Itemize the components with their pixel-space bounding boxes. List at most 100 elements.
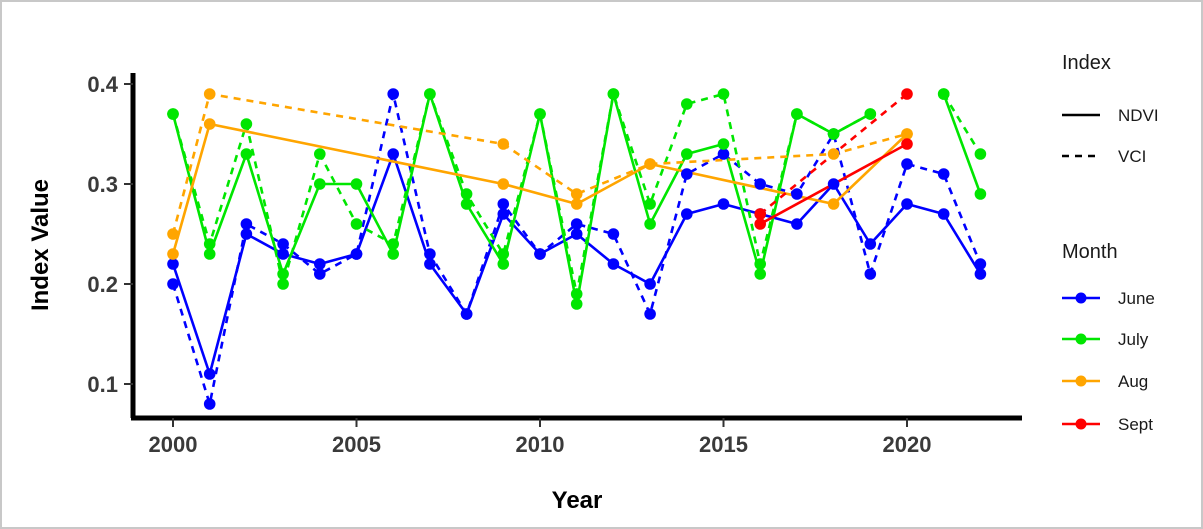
x-tick-label-2020: 2020 [883,432,932,457]
data-point-vci-june-2017 [791,188,803,200]
data-point-vci-july-2015 [717,88,730,100]
data-point-vci-july-2012 [607,88,620,100]
data-point-ndvi-june-2020 [901,198,913,210]
legend-sept-marker [1075,418,1087,430]
data-point-vci-june-2000 [167,278,179,290]
legend-index: Index NDVI VCI [1062,52,1159,166]
data-point-ndvi-aug-2011 [570,198,583,210]
data-point-vci-june-2022 [974,258,987,270]
data-point-ndvi-july-2022 [974,188,987,200]
data-point-ndvi-july-2014 [681,148,693,160]
x-axis-ticks: 2000 2005 2010 2015 2020 [149,418,932,457]
data-point-ndvi-june-2015 [717,198,730,210]
legend-vci-label: VCI [1118,147,1146,166]
data-point-vci-june-2001 [203,398,216,410]
y-tick-label-0.2: 0.2 [87,272,118,297]
data-point-vci-sept-2016 [754,208,766,220]
data-point-ndvi-aug-2001 [203,118,216,130]
data-point-vci-june-2005 [350,248,363,260]
data-point-vci-july-2007 [424,88,436,100]
data-point-vci-june-2012 [607,228,620,240]
data-point-ndvi-june-2014 [681,208,693,220]
data-point-vci-aug-2000 [167,228,179,240]
y-tick-label-0.3: 0.3 [87,172,118,197]
data-point-vci-aug-2020 [901,128,913,140]
x-tick-label-2015: 2015 [699,432,748,457]
data-point-ndvi-june-2022 [974,268,987,280]
data-point-vci-july-2016 [754,258,766,270]
data-point-vci-aug-2009 [497,138,510,150]
data-point-vci-june-2002 [240,218,253,230]
data-point-vci-july-2013 [644,198,656,210]
data-point-vci-july-2009 [497,248,510,260]
x-tick-label-2010: 2010 [516,432,565,457]
data-point-ndvi-july-2008 [460,198,473,210]
series-line-vci-june [171,92,982,406]
series-line-ndvi-july-1 [942,93,982,195]
data-point-ndvi-june-2018 [827,178,840,190]
x-axis-title: Year [552,487,603,514]
data-point-vci-july-2021 [937,88,950,100]
data-point-ndvi-june-2003 [277,248,289,260]
data-point-ndvi-july-2005 [350,178,363,190]
legend-index-title: Index [1062,52,1111,74]
data-point-vci-june-2013 [644,308,656,320]
data-point-ndvi-june-2012 [607,258,620,270]
data-point-vci-july-2011 [570,288,583,300]
legend-ndvi-label: NDVI [1118,106,1159,125]
data-point-ndvi-june-2004 [314,258,326,270]
x-tick-label-2005: 2005 [332,432,381,457]
legend-july-marker [1075,333,1087,345]
data-point-vci-june-2021 [937,168,950,180]
data-point-ndvi-july-2013 [644,218,656,230]
data-point-ndvi-july-2009 [497,258,510,270]
data-point-ndvi-june-2013 [644,278,656,290]
legend-june-label: June [1118,289,1155,308]
data-point-ndvi-june-2002 [240,228,253,240]
data-point-vci-july-2001 [203,238,216,250]
legend-month: Month June July Aug Sept [1062,241,1155,434]
data-point-vci-june-2011 [570,218,583,230]
data-point-ndvi-sept-2016 [754,218,766,230]
data-point-vci-july-2002 [240,118,253,130]
data-point-ndvi-june-2019 [864,238,877,250]
data-point-vci-july-2000 [167,108,179,120]
data-point-vci-june-2014 [681,168,693,180]
x-tick-label-2000: 2000 [149,432,198,457]
data-point-ndvi-aug-2018 [827,198,840,210]
data-point-vci-june-2007 [424,248,436,260]
data-point-ndvi-aug-2000 [167,248,179,260]
data-point-vci-july-2006 [387,238,400,250]
data-point-ndvi-july-2015 [717,138,730,150]
data-point-ndvi-sept-2020 [901,138,913,150]
series-line-vci-july-0 [171,92,871,296]
data-point-ndvi-june-2006 [387,148,400,160]
data-point-vci-june-2009 [497,198,510,210]
plot-area [167,88,987,410]
y-tick-label-0.4: 0.4 [87,72,118,97]
data-point-ndvi-june-2000 [167,258,179,270]
data-point-vci-july-2008 [460,188,473,200]
data-point-vci-june-2016 [754,178,766,190]
data-point-vci-july-2014 [681,98,693,110]
legend-sept-label: Sept [1118,415,1153,434]
data-point-vci-june-2008 [460,308,473,320]
data-point-ndvi-june-2011 [570,228,583,240]
data-point-vci-aug-2011 [570,188,583,200]
data-point-vci-july-2019 [864,108,877,120]
data-point-ndvi-june-2009 [497,208,510,220]
data-point-vci-july-2004 [314,148,326,160]
data-point-vci-sept-2020 [901,88,913,100]
data-point-ndvi-aug-2009 [497,178,510,190]
data-point-vci-june-2004 [314,268,326,280]
data-point-ndvi-june-2021 [937,208,950,220]
y-axis-ticks: 0.1 0.2 0.3 0.4 [87,72,133,397]
data-point-vci-june-2006 [387,88,400,100]
data-point-ndvi-june-2007 [424,258,436,270]
legend-aug-marker [1075,375,1087,387]
legend-june-marker [1075,292,1087,304]
data-point-vci-june-2003 [277,238,289,250]
